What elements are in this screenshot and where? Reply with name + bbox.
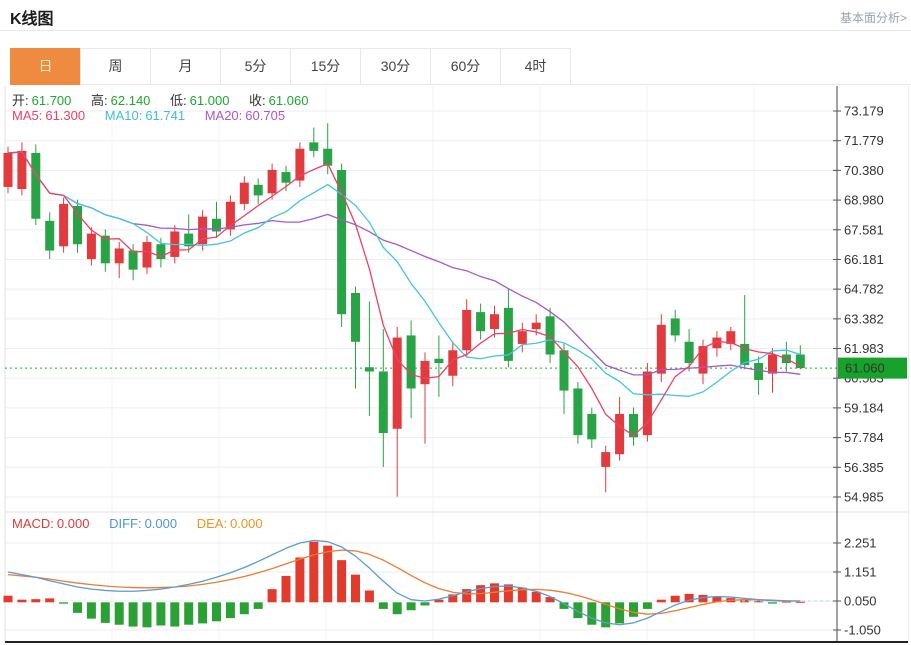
svg-text:54.985: 54.985 <box>844 489 884 504</box>
candles-layer <box>3 123 805 497</box>
close-label: 收: <box>249 93 266 108</box>
svg-text:57.784: 57.784 <box>844 430 884 445</box>
ma10-line <box>7 151 801 397</box>
tab-week[interactable]: 周 <box>80 48 151 85</box>
svg-text:61.060: 61.060 <box>845 361 885 376</box>
open-label: 开: <box>12 93 29 108</box>
tab-60min[interactable]: 60分 <box>430 48 501 85</box>
open-value: 61.700 <box>31 93 72 108</box>
fundamental-analysis-link[interactable]: 基本面分析> <box>839 11 907 25</box>
svg-text:56.385: 56.385 <box>844 460 884 475</box>
diff-value: 0.000 <box>144 516 178 531</box>
low-value: 61.000 <box>189 93 230 108</box>
svg-text:-1.050: -1.050 <box>844 622 881 637</box>
svg-text:61.983: 61.983 <box>844 341 884 356</box>
svg-text:2.251: 2.251 <box>844 535 877 550</box>
tab-15min[interactable]: 15分 <box>290 48 361 85</box>
period-tabbar: 日周月 5分 15分 30分 60分 4时 <box>10 48 571 85</box>
ma5-label: MA5: <box>12 108 43 123</box>
svg-text:66.181: 66.181 <box>844 252 884 267</box>
page-title: K线图 <box>10 11 54 28</box>
svg-text:63.382: 63.382 <box>844 311 884 326</box>
tab-day[interactable]: 日 <box>10 48 81 85</box>
ma20-line <box>7 151 801 376</box>
dea-label: DEA: <box>196 516 228 531</box>
diff-line <box>7 539 801 626</box>
low-label: 低: <box>170 93 187 108</box>
ma20-value: 60.705 <box>245 108 286 123</box>
ma-info: MA5: 61.300 MA10: 61.741 MA20: 60.705 <box>12 108 301 123</box>
diff-label: DIFF: <box>109 516 142 531</box>
svg-text:67.581: 67.581 <box>844 222 884 237</box>
svg-text:64.782: 64.782 <box>844 282 884 297</box>
current-price-badge: 61.060 <box>838 357 907 379</box>
high-label: 高: <box>91 93 108 108</box>
svg-text:0.050: 0.050 <box>844 594 877 609</box>
ma20-label: MA20: <box>204 108 243 123</box>
ma5-value: 61.300 <box>45 108 86 123</box>
tab-5min[interactable]: 5分 <box>220 48 291 85</box>
ohlc-info: 开: 61.700 高: 62.140 低: 61.000 收: 61.060 <box>12 90 324 109</box>
header-divider <box>0 30 911 31</box>
ma10-label: MA10: <box>104 108 143 123</box>
svg-text:1.151: 1.151 <box>844 564 877 579</box>
ma-lines <box>7 151 801 437</box>
ma10-value: 61.741 <box>145 108 186 123</box>
tab-month[interactable]: 月 <box>150 48 221 85</box>
high-value: 62.140 <box>110 93 151 108</box>
svg-text:71.779: 71.779 <box>844 133 884 148</box>
svg-text:73.179: 73.179 <box>844 104 884 119</box>
macd-lines <box>7 539 801 626</box>
tab-4hour[interactable]: 4时 <box>500 48 571 85</box>
close-value: 61.060 <box>268 93 309 108</box>
grid-layer <box>4 86 909 642</box>
macd-info: MACD: 0.000 DIFF: 0.000 DEA: 0.000 <box>12 516 279 531</box>
macd-value: 0.000 <box>56 516 90 531</box>
macd-histogram <box>3 541 837 628</box>
tab-30min[interactable]: 30分 <box>360 48 431 85</box>
svg-text:59.184: 59.184 <box>844 400 884 415</box>
dea-line <box>7 549 801 615</box>
ma5-line <box>7 151 801 437</box>
dea-value: 0.000 <box>230 516 263 531</box>
svg-text:70.380: 70.380 <box>844 163 884 178</box>
svg-text:68.980: 68.980 <box>844 193 884 208</box>
macd-label: MACD: <box>12 516 54 531</box>
